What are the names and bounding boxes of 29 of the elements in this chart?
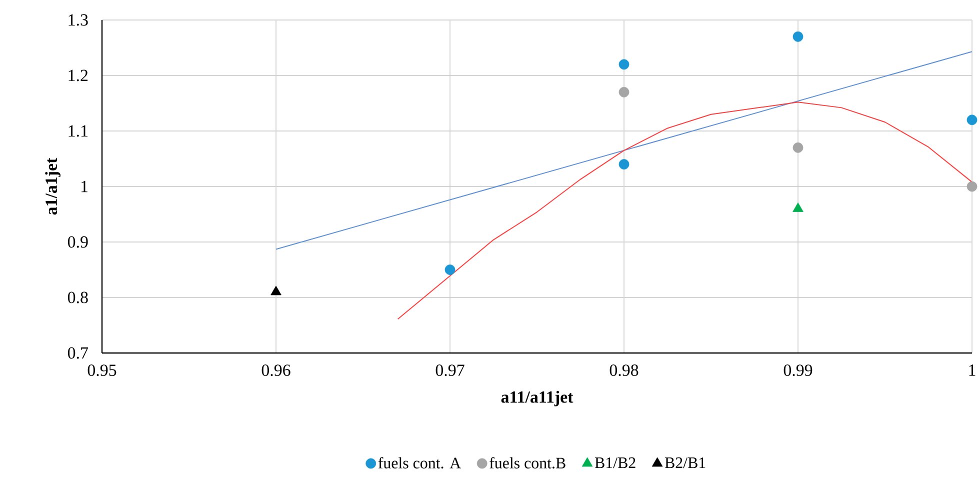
legend-label: fuels cont. A — [378, 457, 461, 469]
y-tick-label: 1.2 — [68, 70, 88, 82]
point — [618, 86, 630, 98]
x-axis-title: a11/a11jet — [501, 390, 574, 406]
point — [792, 31, 804, 42]
y-tick-label: 1.1 — [68, 125, 88, 137]
point — [792, 202, 804, 212]
x-tick-label: 0.98 — [610, 364, 638, 376]
y-axis-title: a1/a1jet — [45, 158, 60, 215]
y-tick-label: 0.7 — [68, 347, 88, 359]
x-tick-label: 0.96 — [262, 364, 290, 376]
legend-label: B1/B2 — [594, 457, 636, 468]
y-tick-label: 1.3 — [68, 14, 88, 26]
y-tick-label: 1 — [81, 180, 88, 192]
y-tick-label: 0.9 — [68, 236, 88, 248]
legend-label: B2/B1 — [664, 457, 706, 468]
point — [618, 59, 630, 70]
point — [966, 114, 978, 126]
legend-label: fuels cont.B — [490, 457, 566, 469]
point — [270, 286, 282, 296]
x-tick-label: 0.95 — [88, 364, 116, 376]
point — [444, 264, 456, 275]
x-tick-label: 0.99 — [784, 364, 812, 376]
point — [618, 159, 630, 170]
y-tick-label: 0.8 — [68, 292, 88, 304]
point — [792, 142, 804, 153]
point — [966, 181, 978, 192]
x-tick-label: 0.97 — [436, 364, 464, 376]
x-tick-label: 1 — [969, 364, 976, 376]
